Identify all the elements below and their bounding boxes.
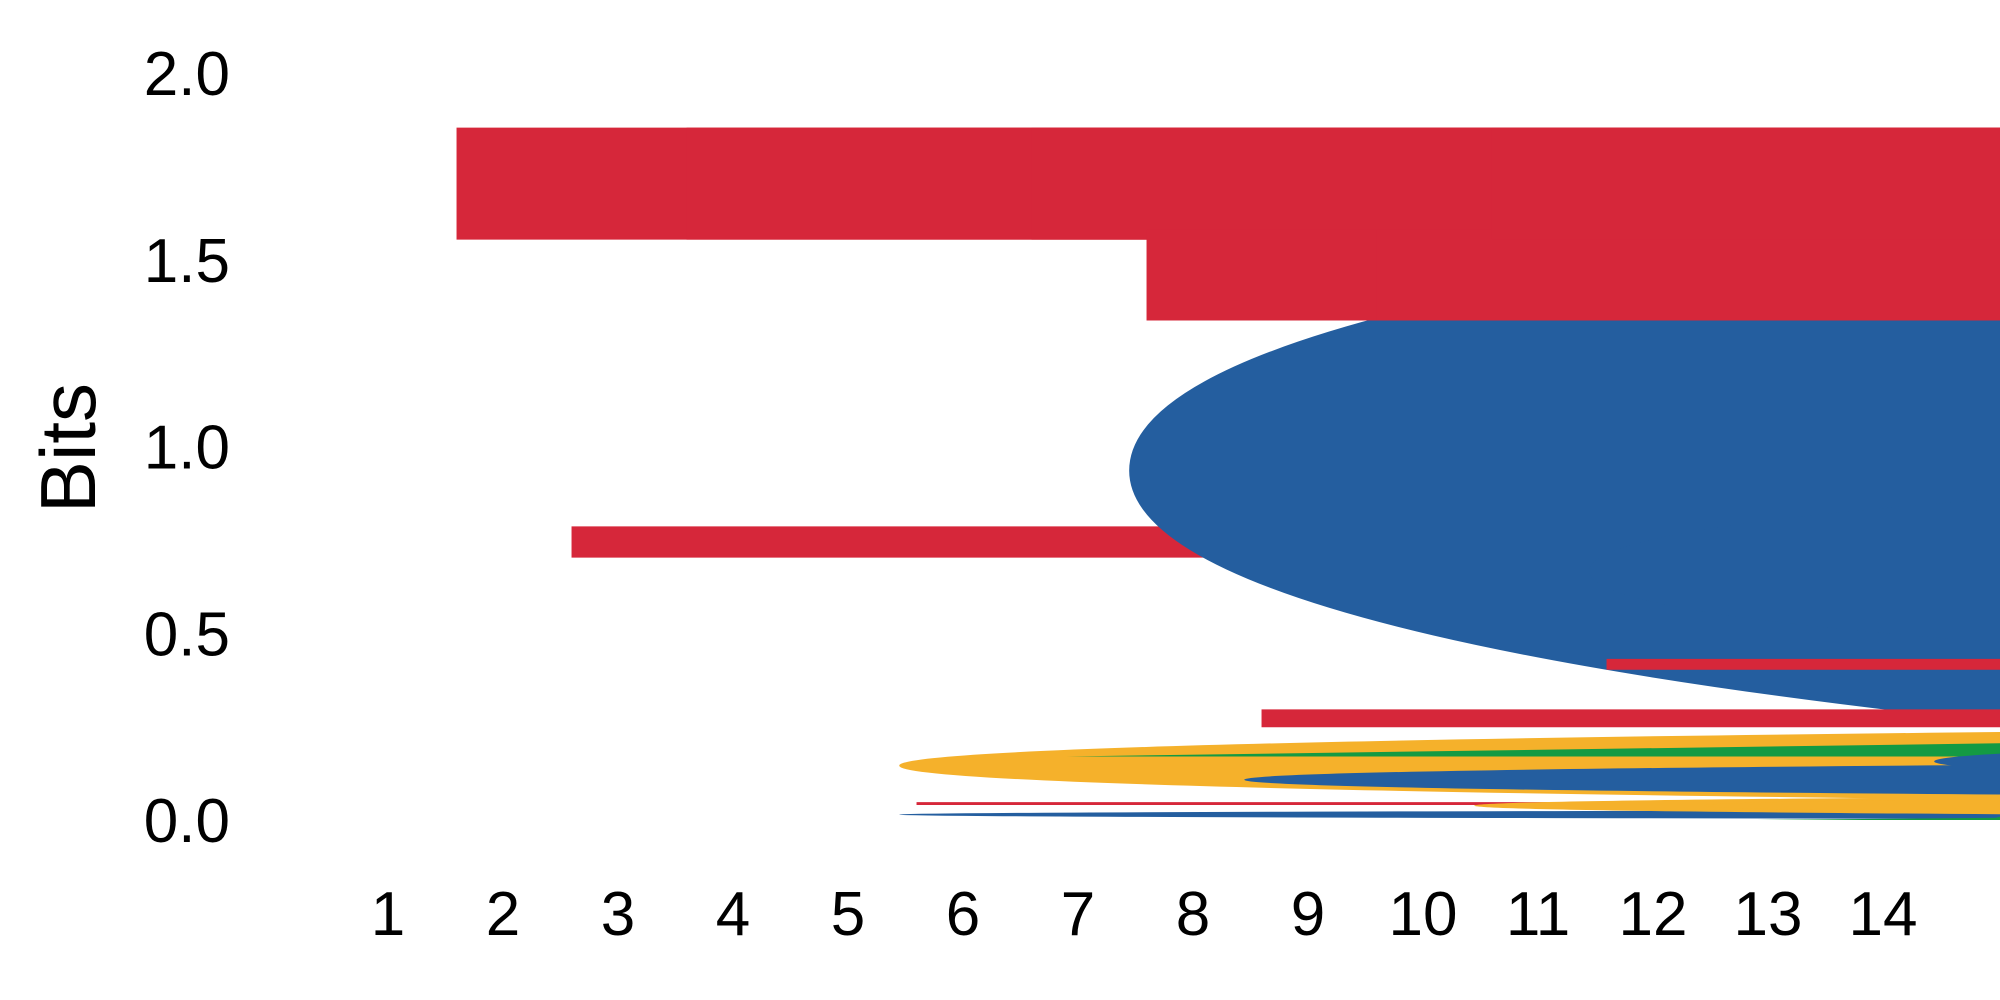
logo-column: T bbox=[563, 0, 2000, 1000]
logo-letter: T bbox=[448, 466, 2000, 779]
logo-column: A bbox=[1713, 0, 2000, 1000]
logo-column: GT bbox=[1023, 53, 2000, 963]
logo-letter: T bbox=[333, 0, 2000, 1000]
logo-column: T bbox=[908, 0, 2000, 1000]
logo-column: C bbox=[678, 0, 2000, 1000]
logo-letter: G bbox=[1023, 782, 2000, 828]
logo-letter: C bbox=[448, 806, 2000, 823]
x-tick-label: 2 bbox=[486, 880, 520, 949]
y-axis-title: Bits bbox=[24, 383, 112, 513]
logo-letter: G bbox=[1253, 782, 2000, 828]
logo-column: TCA bbox=[793, 705, 2000, 826]
logo-column: ACT bbox=[1483, 637, 2000, 827]
logo-letter: A bbox=[1713, 0, 2000, 1000]
x-tick-label: 10 bbox=[1389, 880, 1458, 949]
y-tick-label: 0.5 bbox=[144, 600, 230, 669]
x-tick-label: 11 bbox=[1506, 880, 1570, 949]
x-tick-label: 9 bbox=[1291, 880, 1325, 949]
x-tick-label: 3 bbox=[601, 880, 635, 949]
logo-column: G bbox=[1598, 0, 2000, 1000]
logo-letter: C bbox=[793, 745, 2000, 815]
y-tick-label: 0.0 bbox=[144, 787, 230, 856]
logo-letter: T bbox=[1253, 53, 2000, 963]
y-tick-labels: 0.0 0.5 1.0 1.5 2.0 bbox=[144, 40, 230, 856]
logo-letter: G bbox=[448, 696, 2000, 835]
y-tick-label: 1.0 bbox=[144, 414, 230, 483]
x-tick-label: 6 bbox=[946, 880, 980, 949]
x-tick-label: 8 bbox=[1176, 880, 1210, 949]
x-tick-label: 4 bbox=[716, 880, 750, 949]
logo-letter: A bbox=[1828, 782, 2000, 828]
logo-letter: T bbox=[1138, 674, 2000, 854]
logo-letter: A bbox=[793, 705, 2000, 769]
logo-stacks: TCGTTCTCATGTTCGTTACTGAAG bbox=[333, 0, 2000, 1000]
logo-column: TC bbox=[1138, 357, 2000, 854]
logo-letter: T bbox=[793, 797, 2000, 826]
y-tick-label: 2.0 bbox=[144, 40, 230, 109]
logo-letter: T bbox=[1023, 53, 2000, 963]
y-axis: Bits 0.0 0.5 1.0 1.5 2.0 bbox=[24, 40, 230, 856]
x-tick-label: 14 bbox=[1849, 880, 1918, 949]
logo-column: GT bbox=[1253, 53, 2000, 963]
x-tick-label: 12 bbox=[1619, 880, 1688, 949]
logo-letter: C bbox=[678, 0, 2000, 1000]
logo-column: AG bbox=[1828, 53, 2000, 963]
logo-letter: T bbox=[1483, 637, 2000, 747]
logo-letter: G bbox=[1828, 53, 2000, 963]
logo-letter: T bbox=[908, 0, 2000, 1000]
y-tick-label: 1.5 bbox=[144, 227, 230, 296]
x-tick-label: 7 bbox=[1061, 880, 1095, 949]
logo-letter: G bbox=[1598, 0, 2000, 1000]
logo-letter: C bbox=[1138, 357, 2000, 786]
logo-letter: T bbox=[563, 0, 2000, 1000]
logo-letter: C bbox=[1483, 709, 2000, 813]
logo-letter: T bbox=[1368, 0, 2000, 1000]
logo-column: T bbox=[1368, 0, 2000, 1000]
logo-column: CGT bbox=[448, 466, 2000, 836]
x-tick-labels: 1 2 3 4 5 6 7 8 9 10 11 12 13 14 bbox=[371, 880, 1918, 949]
x-tick-label: 5 bbox=[831, 880, 865, 949]
logo-column: T bbox=[333, 0, 2000, 1000]
x-tick-label: 1 bbox=[371, 880, 405, 949]
logo-letter: A bbox=[1483, 787, 2000, 828]
x-tick-label: 13 bbox=[1734, 880, 1803, 949]
